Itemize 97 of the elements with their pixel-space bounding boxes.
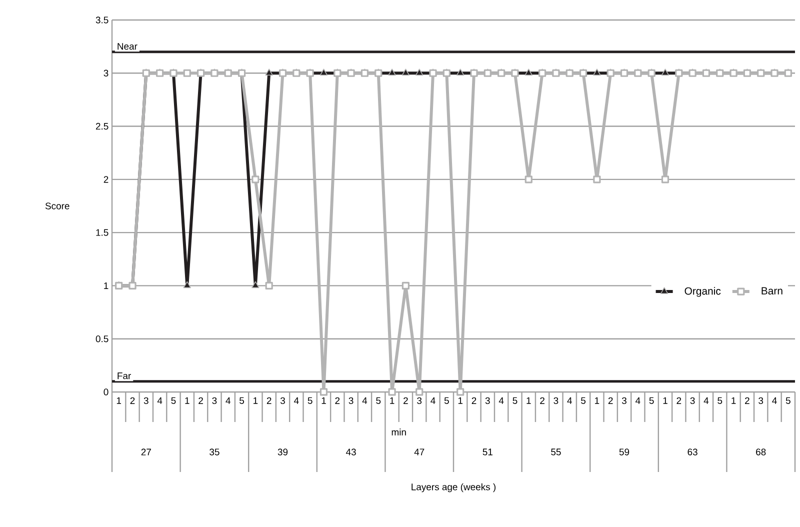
ref-line-label: Far — [118, 372, 131, 380]
x-tick-label: 4 — [567, 397, 572, 404]
y-tick-label: 1.5 — [96, 229, 108, 236]
text: 59 — [619, 448, 630, 456]
x-tick-label: 3 — [690, 397, 695, 404]
x-tick-label: 3 — [144, 397, 148, 404]
x-tick-label: 2 — [540, 397, 544, 404]
x-tick-label: 1 — [595, 397, 600, 404]
x-tick-label: 3 — [758, 397, 764, 404]
text: 51 — [482, 448, 492, 456]
legend-label: Organic — [684, 287, 721, 297]
x-tick-label: 1 — [526, 397, 531, 404]
x-tick-label: 5 — [786, 397, 790, 404]
x-tick-label: 5 — [240, 397, 244, 404]
x-tick-label: 1 — [390, 397, 394, 404]
point — [183, 69, 191, 77]
x-tick-label: 2 — [608, 397, 613, 404]
x-tick-label: 1 — [116, 397, 122, 404]
text: 39 — [278, 448, 288, 456]
point — [252, 176, 260, 184]
x-tick-label: 4 — [636, 397, 640, 404]
text: min — [392, 428, 406, 436]
x-tick-label: 3 — [417, 397, 422, 404]
y-tick-label: 2 — [104, 176, 108, 183]
text: 27 — [141, 448, 151, 456]
point — [252, 281, 260, 288]
y-tick-label: 3 — [104, 70, 108, 76]
x-tick-label: 3 — [348, 397, 354, 404]
x-tick-label: 3 — [554, 397, 558, 404]
x-tick-label: 2 — [472, 397, 476, 404]
point — [661, 68, 670, 76]
x-tick-label: 2 — [130, 397, 135, 404]
x-tick-label: 2 — [198, 397, 203, 404]
x-tick-label: 4 — [772, 397, 777, 404]
text: Layers age (weeks ) — [412, 483, 496, 492]
x-tick-label: 3 — [280, 397, 285, 404]
x-tick-label: 4 — [294, 397, 299, 404]
y-tick-label: 2.5 — [96, 122, 108, 130]
x-tick-label: 2 — [335, 397, 340, 404]
text: 55 — [551, 448, 561, 456]
ref-line-label: Near — [118, 43, 138, 50]
text: 35 — [210, 448, 220, 456]
point — [265, 68, 273, 76]
point — [524, 176, 532, 184]
x-tick-label: 3 — [212, 397, 217, 404]
x-tick-label: 4 — [704, 397, 709, 404]
x-tick-label: 4 — [362, 397, 368, 404]
x-tick-label: 3 — [485, 397, 490, 404]
x-tick-label: 1 — [663, 397, 668, 404]
text: 63 — [688, 448, 698, 456]
point — [320, 388, 328, 396]
x-tick-label: 4 — [157, 397, 162, 404]
text: 47 — [414, 448, 424, 456]
y-tick-label: 3.5 — [96, 16, 108, 24]
x-tick-label: 1 — [322, 397, 326, 404]
y-axis-title: Score — [45, 202, 70, 210]
point — [661, 176, 670, 184]
x-tick-label: 5 — [376, 397, 381, 404]
x-tick-label: 5 — [718, 397, 722, 404]
point — [388, 68, 396, 76]
x-tick-label: 1 — [254, 397, 258, 404]
x-tick-label: 4 — [226, 397, 230, 404]
x-tick-label: 5 — [512, 397, 518, 404]
x-tick-label: 5 — [649, 397, 654, 404]
text: 68 — [756, 448, 766, 456]
point — [415, 68, 424, 76]
x-tick-label: 2 — [404, 397, 408, 404]
x-tick-label: 5 — [444, 397, 449, 404]
x-tick-label: 5 — [581, 397, 586, 404]
y-tick-label: 0 — [104, 388, 108, 396]
text: 43 — [346, 448, 356, 456]
legend-label: Barn — [762, 287, 782, 295]
x-tick-label: 1 — [732, 397, 736, 404]
point — [524, 68, 532, 76]
x-tick-label: 3 — [622, 397, 626, 404]
x-tick-label: 4 — [498, 397, 504, 404]
point — [456, 388, 464, 396]
point — [593, 68, 601, 76]
point — [416, 388, 424, 396]
x-tick-label: 5 — [308, 397, 312, 404]
y-tick-label: 0.5 — [96, 335, 108, 342]
x-tick-label: 5 — [171, 397, 176, 404]
point — [320, 68, 328, 76]
point — [402, 68, 410, 76]
y-tick-label: 1 — [104, 282, 108, 289]
x-tick-label: 1 — [185, 397, 190, 404]
x-tick-label: 2 — [745, 397, 750, 404]
point — [593, 176, 601, 184]
point — [388, 388, 396, 396]
x-tick-label: 4 — [430, 397, 436, 404]
point — [183, 281, 191, 288]
x-tick-label: 2 — [266, 397, 272, 404]
x-tick-label: 1 — [458, 397, 462, 404]
point — [265, 282, 273, 290]
point — [402, 282, 410, 290]
x-tick-label: 2 — [676, 397, 682, 404]
point — [456, 68, 464, 76]
